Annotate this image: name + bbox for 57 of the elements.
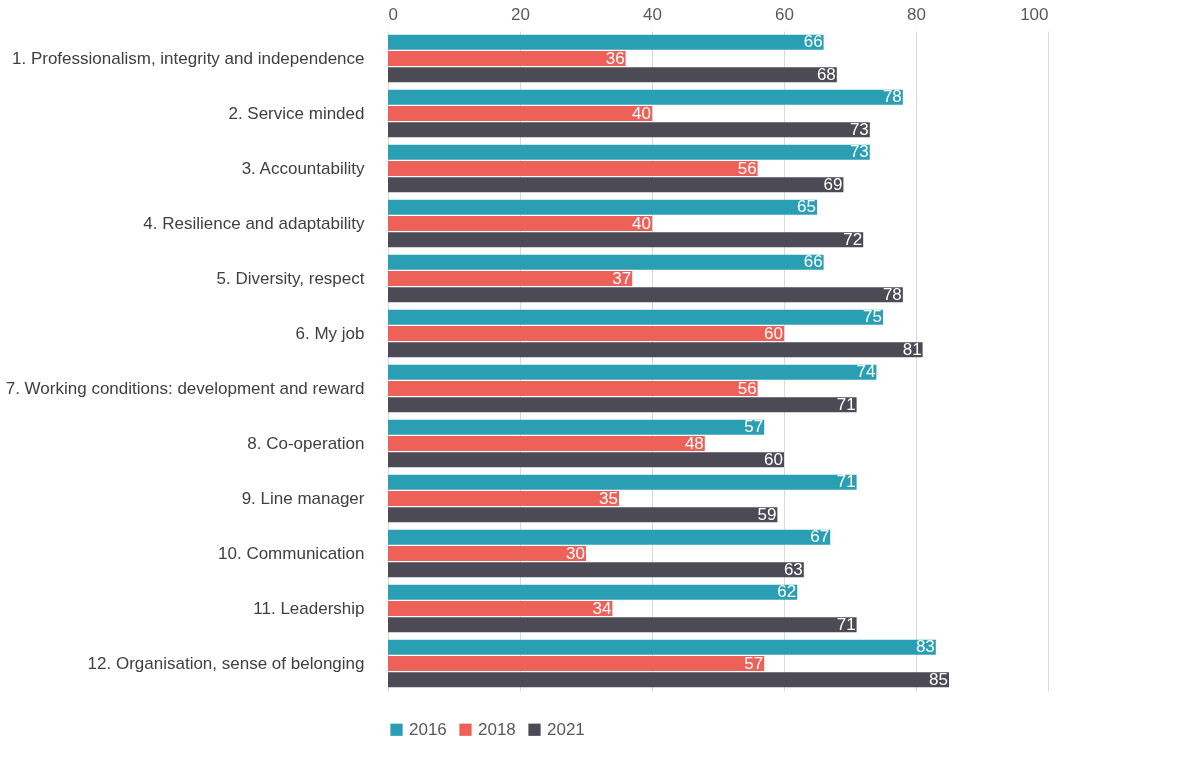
y-tick-label: 3. Accountability xyxy=(241,158,365,178)
data-label: 35 xyxy=(599,488,618,508)
y-tick-label: 7. Working conditions: development and reward xyxy=(5,378,365,398)
data-label: 75 xyxy=(863,307,882,327)
data-label: 40 xyxy=(632,213,651,233)
y-tick-label: 1. Professionalism, integrity and independence xyxy=(12,48,365,68)
data-label: 81 xyxy=(902,339,922,359)
data-label: 56 xyxy=(737,378,757,398)
data-label: 34 xyxy=(592,598,612,618)
data-label: 57 xyxy=(744,653,764,673)
x-tick-label: 60 xyxy=(775,4,794,24)
x-tick-label: 40 xyxy=(643,4,662,24)
data-label: 78 xyxy=(882,284,902,304)
data-label: 71 xyxy=(836,472,856,492)
data-label: 59 xyxy=(757,504,777,524)
y-tick-label: 8. Co-operation xyxy=(247,433,365,453)
data-label: 30 xyxy=(566,543,585,563)
y-tick-label: 6. My job xyxy=(295,323,365,343)
x-tick-label: 20 xyxy=(511,4,530,24)
data-label: 85 xyxy=(929,669,948,689)
data-label: 57 xyxy=(744,417,764,437)
data-label: 83 xyxy=(915,637,935,657)
y-tick-label: 9. Line manager xyxy=(241,488,365,508)
legend-label: 2016 xyxy=(409,719,447,739)
data-label: 73 xyxy=(849,119,869,139)
data-label: 78 xyxy=(882,87,902,107)
data-label: 65 xyxy=(797,197,816,217)
data-label: 69 xyxy=(823,174,843,194)
y-tick-label: 2. Service minded xyxy=(228,103,365,123)
y-tick-label: 11. Leadership xyxy=(253,598,365,618)
data-label: 74 xyxy=(856,362,876,382)
data-label: 60 xyxy=(764,449,783,469)
x-tick-label: 80 xyxy=(907,4,926,24)
data-label: 66 xyxy=(803,32,823,52)
data-label: 66 xyxy=(803,252,823,272)
data-label: 48 xyxy=(684,433,704,453)
y-tick-label: 12. Organisation, sense of belonging xyxy=(87,653,365,673)
data-label: 73 xyxy=(849,142,869,162)
data-label: 62 xyxy=(777,582,797,602)
legend-label: 2018 xyxy=(478,719,516,739)
data-label: 40 xyxy=(632,103,651,123)
data-label: 71 xyxy=(836,394,856,414)
data-label: 63 xyxy=(783,559,803,579)
y-tick-label: 10. Communication xyxy=(218,543,365,563)
legend-label: 2021 xyxy=(547,719,585,739)
data-label: 67 xyxy=(810,527,830,547)
data-label: 60 xyxy=(764,323,783,343)
data-label: 72 xyxy=(843,229,863,249)
y-tick-label: 4. Resilience and adaptability xyxy=(143,213,365,233)
data-label: 68 xyxy=(816,64,836,84)
data-label: 36 xyxy=(605,48,625,68)
data-label: 71 xyxy=(836,614,856,634)
x-tick-label: 100 xyxy=(1020,4,1049,24)
x-tick-label: 0 xyxy=(388,4,398,24)
data-label: 56 xyxy=(737,158,757,178)
y-tick-label: 5. Diversity, respect xyxy=(216,268,365,288)
data-label: 37 xyxy=(612,268,632,288)
